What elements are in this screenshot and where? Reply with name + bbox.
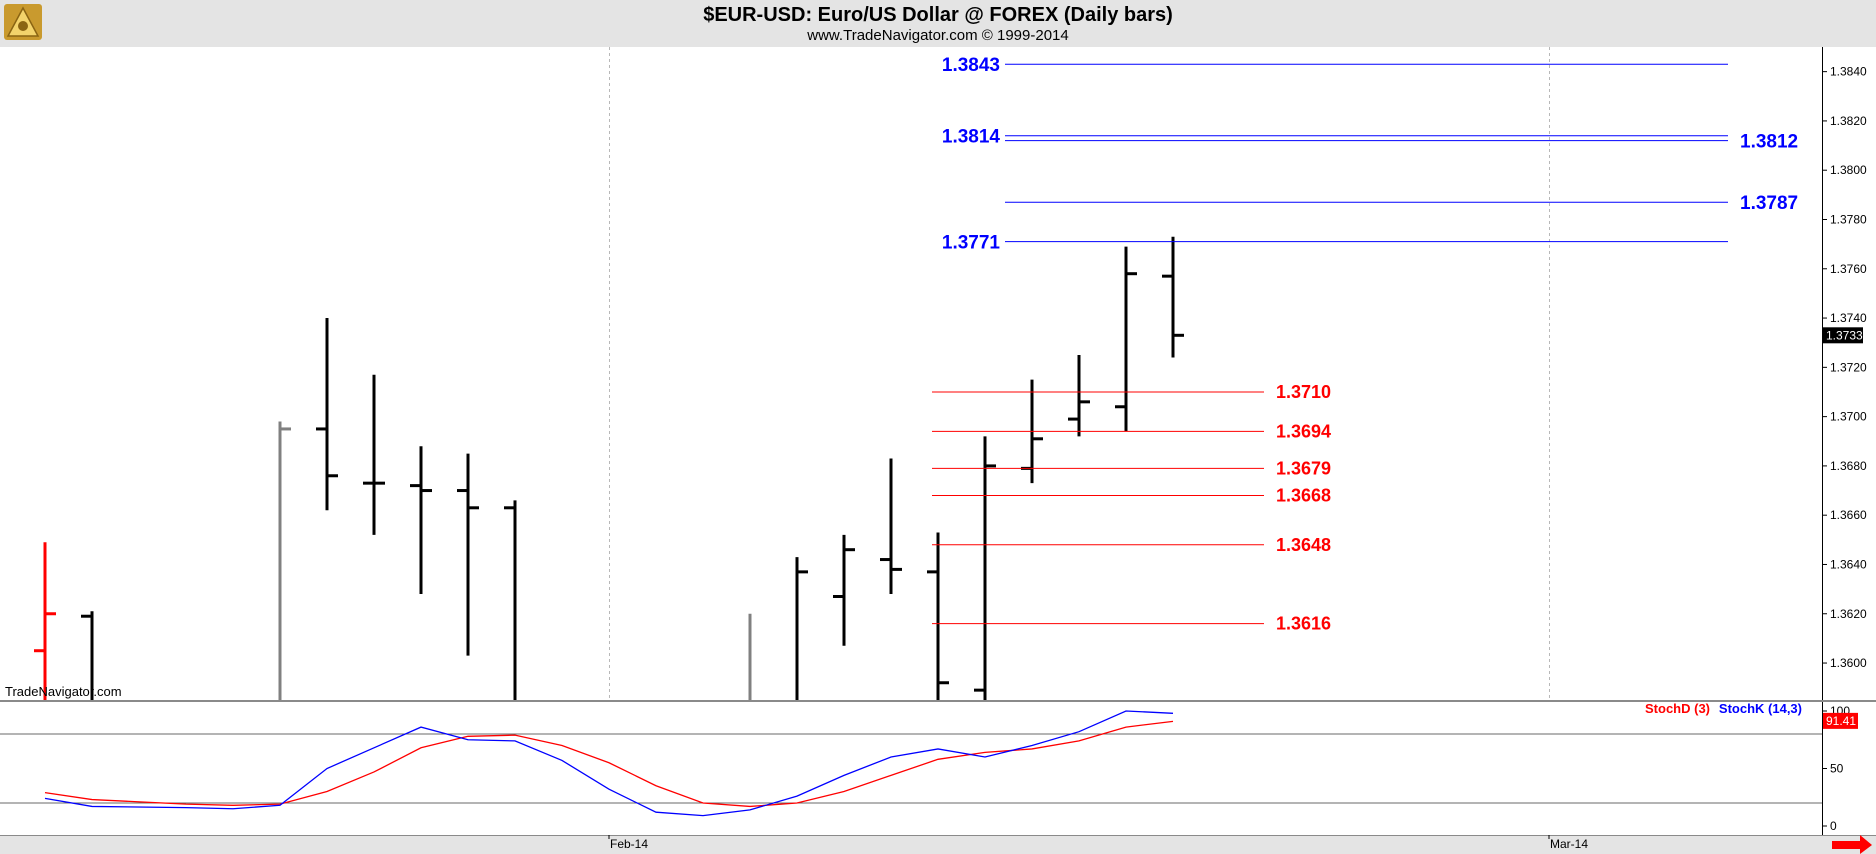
price-tick-label: 1.3600 <box>1830 656 1867 670</box>
last-price-badge <box>1823 327 1863 344</box>
price-tick-label: 1.3660 <box>1830 508 1867 522</box>
date-tick-label: Feb-14 <box>610 837 648 851</box>
header: $EUR-USD: Euro/US Dollar @ FOREX (Daily … <box>4 4 1173 44</box>
ohlc-bar <box>410 446 432 595</box>
price-panel: 1.3600 1.3620 1.3640 1.3660 1.3680 1.3700 1.37… <box>0 47 1876 835</box>
date-tick-label: Mar-14 <box>1550 837 1588 851</box>
resistance-label: 1.3771 <box>942 233 1001 254</box>
ohlc-bar <box>927 532 949 713</box>
price-tick-label: 1.3740 <box>1830 311 1867 325</box>
stoch-k-legend: StochK (14,3) <box>1719 701 1802 716</box>
ohlc-bar <box>1068 355 1090 437</box>
chart-subtitle: www.TradeNavigator.com © 1999-2014 <box>806 27 1068 44</box>
support-label: 1.3668 <box>1276 485 1331 505</box>
price-plot-area <box>0 47 1822 700</box>
ohlc-bar <box>1115 246 1137 432</box>
ohlc-bar <box>457 453 479 656</box>
ohlc-bar <box>316 318 338 511</box>
ohlc-bar <box>363 374 385 535</box>
price-tick-label: 1.3760 <box>1830 262 1867 276</box>
scroll-right-icon[interactable] <box>1832 835 1872 854</box>
ohlc-bar <box>833 534 855 646</box>
stoch-tick-label: 0 <box>1830 819 1837 833</box>
ohlc-bar <box>1162 236 1184 358</box>
price-tick-label: 1.3620 <box>1830 607 1867 621</box>
price-axis: 1.3600 1.3620 1.3640 1.3660 1.3680 1.3700 1.37… <box>1822 47 1876 700</box>
support-label: 1.3616 <box>1276 614 1331 634</box>
resistance-label: 1.3814 <box>942 127 1001 148</box>
chart-title: $EUR-USD: Euro/US Dollar @ FOREX (Daily … <box>703 4 1173 26</box>
resistance-label: 1.3812 <box>1740 132 1798 153</box>
ohlc-bar <box>974 436 996 713</box>
stoch-d-legend: StochD (3) <box>1645 701 1710 716</box>
resistance-label: 1.3843 <box>942 55 1000 76</box>
level-lines: 1.3843 1.3814 1.3812 1.3787 1.3771 1.3710 1.36… <box>932 55 1798 634</box>
stoch-last-badge <box>1823 712 1858 729</box>
price-tick-label: 1.3720 <box>1830 360 1867 374</box>
stoch-legend: StochD (3) StochK (14,3) 91.41 <box>1645 701 1858 729</box>
support-label: 1.3679 <box>1276 458 1331 478</box>
price-tick-label: 1.3840 <box>1830 65 1867 79</box>
support-label: 1.3648 <box>1276 535 1331 555</box>
resistance-label: 1.3787 <box>1740 193 1798 214</box>
stoch-last-label: 91.41 <box>1826 714 1856 728</box>
price-tick-label: 1.3700 <box>1830 410 1867 424</box>
price-bars <box>34 236 1184 714</box>
price-tick-label: 1.3680 <box>1830 459 1867 473</box>
date-axis: Feb-14 Mar-14 <box>608 835 1588 851</box>
stoch-d-line <box>44 720 1174 808</box>
price-tick-label: 1.3780 <box>1830 212 1867 226</box>
price-axis-bg <box>1822 47 1876 700</box>
support-label: 1.3694 <box>1276 421 1331 441</box>
stoch-k-line <box>44 710 1174 817</box>
watermark: TradeNavigator.com <box>5 684 122 699</box>
support-label: 1.3710 <box>1276 382 1331 402</box>
price-tick-label: 1.3800 <box>1830 163 1867 177</box>
ohlc-bar <box>880 458 902 595</box>
price-tick-label: 1.3640 <box>1830 557 1867 571</box>
stoch-lines <box>44 710 1174 817</box>
last-price-label: 1.3733 <box>1826 328 1863 342</box>
ohlc-bar <box>34 542 56 713</box>
stoch-tick-label: 50 <box>1830 762 1844 776</box>
app-logo-icon <box>4 4 42 40</box>
price-tick-label: 1.3820 <box>1830 114 1867 128</box>
